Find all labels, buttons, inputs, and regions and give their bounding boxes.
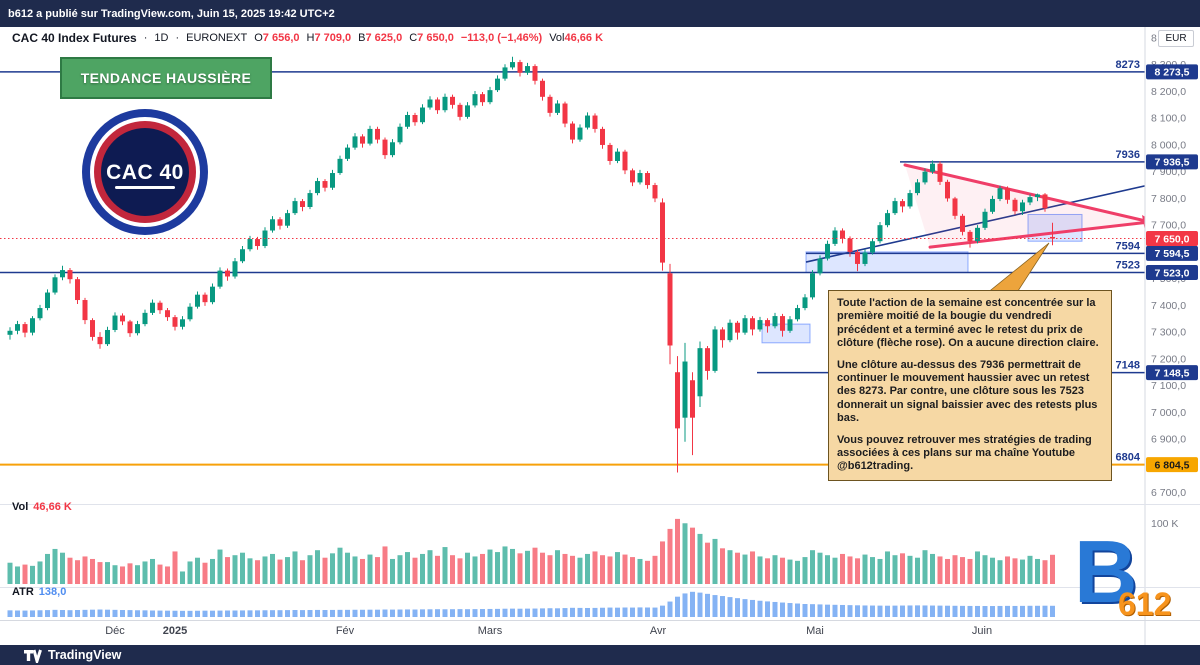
cac40-logo: CAC 40: [82, 109, 208, 235]
svg-text:6 804,5: 6 804,5: [1154, 459, 1189, 471]
svg-text:Mai: Mai: [806, 625, 824, 637]
svg-text:7 594,5: 7 594,5: [1154, 248, 1189, 260]
svg-text:7 100,0: 7 100,0: [1151, 380, 1186, 392]
currency-label: EUR: [1158, 30, 1194, 47]
legend-separator: ·: [175, 32, 180, 44]
time-axis[interactable]: Déc 2025 Fév Mars Avr Mai Juin: [105, 625, 992, 637]
symbol-legend[interactable]: CAC 40 Index Futures · 1D · EURONEXT O 7…: [12, 31, 603, 45]
symbol-title[interactable]: CAC 40 Index Futures: [12, 31, 137, 45]
atr-pane-label: ATR 138,0: [12, 586, 67, 598]
note-paragraph-2: Une clôture au-dessus des 7936 permettra…: [837, 358, 1098, 425]
logo-text: CAC 40: [106, 161, 184, 184]
volume-pane-value: 46,66 K: [33, 501, 72, 513]
trend-banner[interactable]: TENDANCE HAUSSIÈRE: [60, 57, 272, 99]
svg-text:7148: 7148: [1116, 360, 1140, 372]
volume-pane-label: Vol 46,66 K: [12, 501, 72, 513]
svg-text:7 700,0: 7 700,0: [1151, 220, 1186, 232]
volume-axis-tick: 100 K: [1151, 518, 1178, 530]
support-zones[interactable]: [761, 213, 1083, 344]
atr-series[interactable]: [7, 591, 1056, 617]
level-labels: 8273 7936 7594 7523 7148 6804: [1116, 59, 1141, 464]
svg-text:Mars: Mars: [478, 625, 503, 637]
change-value: −113,0 (−1,46%): [460, 32, 543, 44]
candlestick-series[interactable]: [7, 56, 1056, 473]
svg-text:8 000,0: 8 000,0: [1151, 139, 1186, 151]
svg-text:7 800,0: 7 800,0: [1151, 193, 1186, 205]
low-value: B 7 625,0: [358, 32, 403, 44]
svg-text:8 200,0: 8 200,0: [1151, 86, 1186, 98]
close-value: C 7 650,0: [409, 32, 454, 44]
high-value: H 7 709,0: [306, 32, 352, 44]
tradingview-logo[interactable]: [24, 648, 42, 663]
svg-text:8 100,0: 8 100,0: [1151, 113, 1186, 125]
svg-text:7 300,0: 7 300,0: [1151, 327, 1186, 339]
trendline[interactable]: [805, 185, 1146, 263]
note-paragraph-1: Toute l'action de la semaine est concent…: [837, 297, 1099, 350]
svg-text:6 700,0: 6 700,0: [1151, 487, 1186, 499]
svg-text:2025: 2025: [163, 625, 187, 637]
svg-text:Déc: Déc: [105, 625, 125, 637]
time-axis-bg: [0, 621, 1200, 645]
svg-text:7 200,0: 7 200,0: [1151, 353, 1186, 365]
b612-logo-612: 612: [1118, 586, 1172, 622]
b612-logo-b: B: [1074, 522, 1138, 621]
price-axis-bg: [1145, 27, 1200, 645]
legend-separator: ·: [143, 32, 148, 44]
svg-text:8273: 8273: [1116, 59, 1140, 71]
svg-text:7 148,5: 7 148,5: [1154, 367, 1189, 379]
svg-text:7 650,0: 7 650,0: [1154, 233, 1189, 245]
svg-text:7523: 7523: [1116, 259, 1140, 271]
publication-banner: b612 a publié sur TradingView.com, Juin …: [0, 0, 1200, 27]
publication-text: b612 a publié sur TradingView.com, Juin …: [8, 7, 335, 20]
note-paragraph-3: Vous pouvez retrouver mes stratégies de …: [837, 433, 1092, 473]
atr-pane-value: 138,0: [38, 586, 67, 598]
logo-center-disc: [101, 128, 189, 216]
svg-text:7 000,0: 7 000,0: [1151, 407, 1186, 419]
svg-text:7 523,0: 7 523,0: [1154, 267, 1189, 279]
analysis-note[interactable]: Toute l'action de la semaine est concent…: [828, 290, 1112, 481]
svg-text:6 900,0: 6 900,0: [1151, 434, 1186, 446]
b612-logo: B 612: [1074, 522, 1194, 630]
svg-text:7936: 7936: [1116, 149, 1140, 161]
svg-text:7594: 7594: [1116, 240, 1141, 252]
exchange-label: EURONEXT: [186, 32, 248, 44]
svg-text:Avr: Avr: [650, 625, 667, 637]
svg-text:8 273,5: 8 273,5: [1154, 67, 1189, 79]
footer-bar: TradingView: [0, 645, 1200, 665]
svg-text:7 400,0: 7 400,0: [1151, 300, 1186, 312]
footer-brand[interactable]: TradingView: [48, 648, 122, 662]
callout-arrow[interactable]: [984, 242, 1050, 295]
svg-text:6804: 6804: [1116, 452, 1141, 464]
svg-text:7 936,5: 7 936,5: [1154, 157, 1189, 169]
interval-label[interactable]: 1D: [154, 32, 169, 44]
price-badges: 8 273,5 7 936,5 7 594,5 7 523,0 7 148,5 6 804…: [1146, 64, 1198, 473]
triangle-pattern[interactable]: [903, 163, 1157, 249]
volume-value: Vol 46,66 K: [549, 32, 604, 44]
svg-text:Juin: Juin: [972, 625, 992, 637]
volume-series[interactable]: [7, 518, 1056, 584]
svg-text:Fév: Fév: [336, 625, 355, 637]
open-value: O 7 656,0: [254, 32, 300, 44]
